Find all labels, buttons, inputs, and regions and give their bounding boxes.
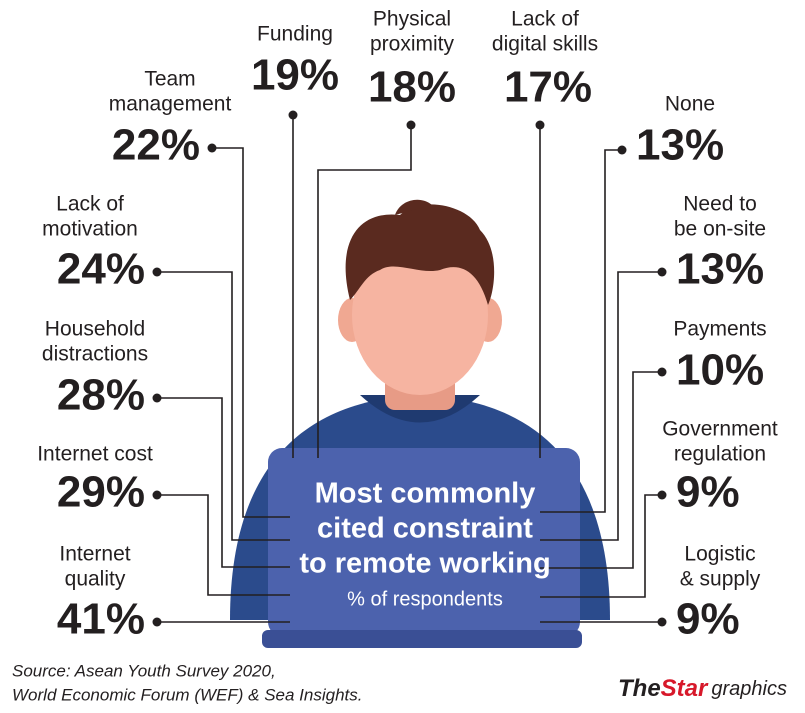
- item-label: Internet: [59, 543, 130, 566]
- logo-the: The: [618, 675, 661, 702]
- connector-dot: [152, 393, 162, 403]
- heading-line: to remote working: [299, 548, 550, 580]
- source: Source: Asean Youth Survey 2020,: [12, 661, 276, 680]
- item-label: None: [665, 93, 715, 116]
- item-value: 17%: [504, 63, 592, 112]
- item-label: & supply: [680, 568, 761, 591]
- connector: [540, 494, 662, 598]
- item-value: 18%: [368, 63, 456, 112]
- item-value: 24%: [57, 245, 145, 294]
- connector-dot: [657, 490, 667, 500]
- connectors: [152, 110, 667, 627]
- logo-suffix: graphics: [711, 678, 787, 700]
- logo-star: Star: [661, 675, 709, 702]
- heading-line: cited constraint: [317, 513, 533, 545]
- connector: [157, 397, 290, 568]
- item-label: proximity: [370, 33, 455, 56]
- connector-dot: [207, 143, 217, 153]
- connector-dot: [152, 490, 162, 500]
- connector-dot: [288, 110, 298, 120]
- logo: TheStar graphics: [618, 675, 787, 702]
- item-value: 41%: [57, 595, 145, 644]
- source: World Economic Forum (WEF) & Sea Insight…: [12, 685, 362, 704]
- item-value: 13%: [676, 245, 764, 294]
- item-label: Lack of: [56, 193, 124, 216]
- item-value: 9%: [676, 468, 740, 517]
- item-label: Household: [45, 318, 145, 341]
- item-label: Internet cost: [37, 443, 153, 466]
- connector: [157, 271, 290, 541]
- connector: [540, 271, 662, 541]
- connector-dot: [535, 120, 545, 130]
- item-value: 13%: [636, 121, 724, 170]
- item-label: management: [109, 93, 232, 116]
- connector-dot: [657, 617, 667, 627]
- heading-line: Most commonly: [315, 478, 536, 510]
- item-value: 29%: [57, 468, 145, 517]
- item-label: Funding: [257, 23, 333, 46]
- item-value: 22%: [112, 121, 200, 170]
- item-label: Need to: [683, 193, 757, 216]
- item-label: Lack of: [511, 8, 579, 31]
- item: Payments 10%: [673, 318, 766, 395]
- item-value: 10%: [676, 346, 764, 395]
- connector: [157, 494, 290, 596]
- connector: [540, 149, 622, 513]
- heading-subtitle: % of respondents: [347, 588, 503, 610]
- item-value: 9%: [676, 595, 740, 644]
- connector-dot: [617, 145, 627, 155]
- item-label: motivation: [42, 218, 138, 241]
- connector: [317, 125, 412, 458]
- item-label: Physical: [373, 8, 451, 31]
- connector: [540, 371, 662, 569]
- item-label: quality: [65, 568, 126, 591]
- item-value: 19%: [251, 51, 339, 100]
- item-label: digital skills: [492, 33, 598, 56]
- item-label: regulation: [674, 443, 766, 466]
- heading: Most commonly cited constraint to remote…: [299, 478, 550, 611]
- item: None 13%: [636, 93, 724, 170]
- connector-dot: [152, 617, 162, 627]
- connector-dot: [657, 367, 667, 377]
- connector-dot: [406, 120, 416, 130]
- item-label: Team: [144, 68, 195, 91]
- item-label: be on-site: [674, 218, 766, 241]
- item-label: Payments: [673, 318, 766, 341]
- item: Funding 19%: [251, 23, 339, 100]
- item-value: 28%: [57, 371, 145, 420]
- item-label: Government: [662, 418, 778, 441]
- item-label: Logistic: [684, 543, 755, 566]
- connector: [212, 147, 290, 518]
- illustration: [230, 199, 610, 648]
- connector-dot: [152, 267, 162, 277]
- item: Logistic& supply 9%: [676, 543, 761, 644]
- connector-dot: [657, 267, 667, 277]
- item-label: distractions: [42, 343, 148, 366]
